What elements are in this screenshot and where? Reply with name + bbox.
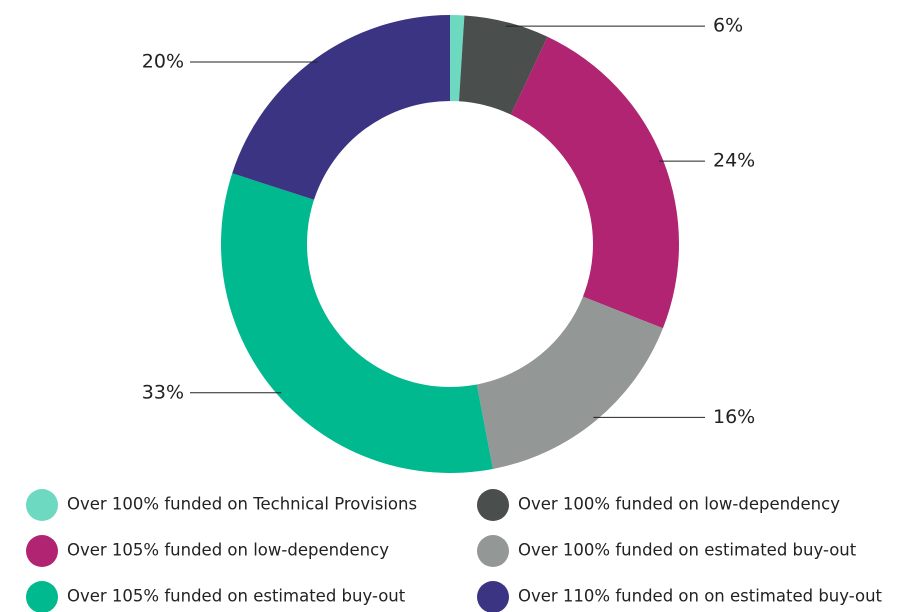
legend-swatch	[477, 581, 509, 612]
legend-swatch	[477, 535, 509, 567]
donut-slice	[458, 15, 548, 115]
legend-swatch	[477, 489, 509, 521]
data-label: 20%	[142, 50, 184, 72]
data-label: 33%	[142, 381, 184, 403]
data-label: 24%	[713, 150, 755, 172]
donut-slice	[476, 296, 663, 469]
legend-swatch	[26, 489, 58, 521]
legend-label: Over 100% funded on estimated buy-out	[518, 541, 857, 560]
legend-swatch	[26, 535, 58, 567]
legend-label: Over 105% funded on estimated buy-out	[67, 587, 406, 606]
donut-slice	[220, 173, 493, 473]
legend-label: Over 100% funded on low-dependency	[518, 495, 840, 514]
donut-slice	[232, 15, 450, 200]
donut-slice	[510, 36, 679, 329]
legend-label: Over 110% funded on on estimated buy-out	[518, 587, 883, 606]
legend-label: Over 100% funded on Technical Provisions	[67, 495, 417, 514]
data-label: 16%	[713, 406, 755, 428]
donut-slice	[450, 15, 465, 102]
data-label: 6%	[713, 15, 743, 37]
legend-label: Over 105% funded on low-dependency	[67, 541, 389, 560]
legend-swatch	[26, 581, 58, 612]
